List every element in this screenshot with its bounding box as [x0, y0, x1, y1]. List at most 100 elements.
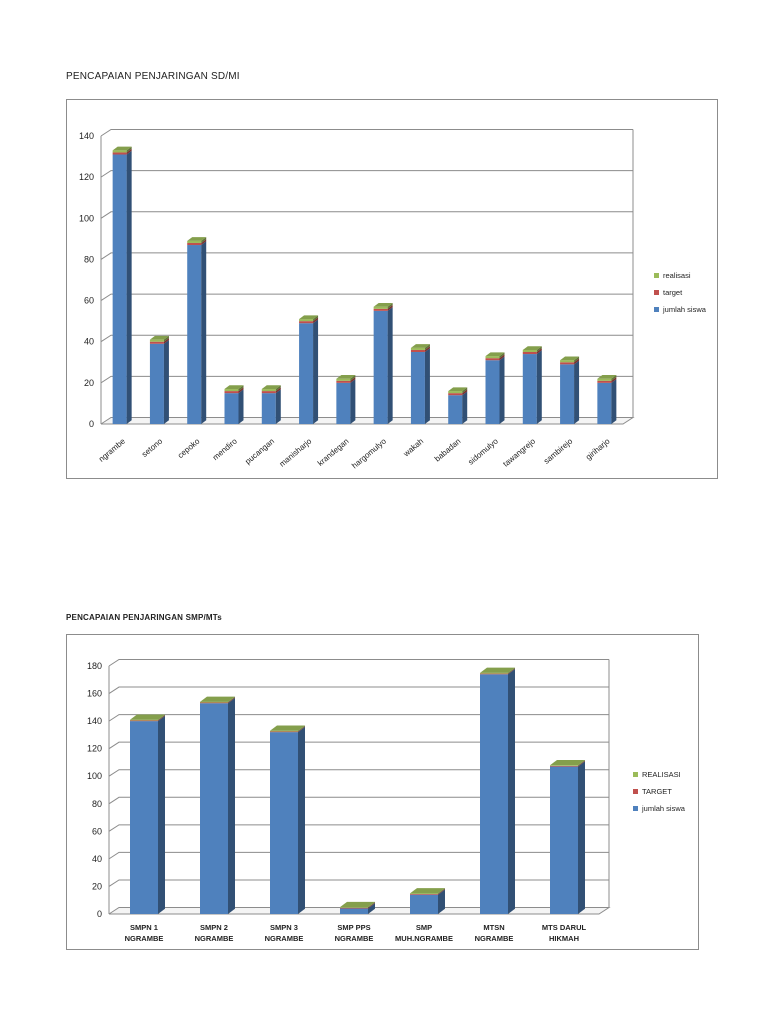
gridline — [108, 714, 609, 722]
bar-1-front — [522, 352, 537, 355]
gridline — [100, 375, 633, 384]
bar-2-front — [550, 765, 578, 766]
bar-1-side — [201, 239, 207, 246]
bar-0-side — [536, 350, 542, 424]
legend-label: REALISASI — [642, 770, 681, 779]
legend-label: jumlah siswa — [662, 305, 707, 314]
bar-0-front — [340, 908, 368, 914]
bar-0-side — [462, 391, 468, 424]
bar-1-front — [373, 308, 388, 311]
bar-2-front — [299, 319, 314, 322]
x-tick-label: NGRAMBE — [195, 934, 234, 943]
bar-1-front — [480, 673, 508, 675]
bar-2-side — [574, 356, 580, 363]
bar-1-front — [485, 358, 500, 361]
y-tick-label: 80 — [84, 254, 94, 264]
bar-2-side — [438, 888, 445, 895]
bar-1-side — [275, 387, 281, 394]
gridline — [100, 334, 633, 343]
y-tick-label: 40 — [84, 337, 94, 347]
y-tick-label: 160 — [87, 689, 102, 699]
bar-2-side — [536, 346, 542, 352]
x-tick-label: manisharjo — [278, 436, 314, 468]
bar-1-side — [238, 387, 244, 394]
bar-2-front — [270, 730, 298, 732]
bar-top — [200, 696, 235, 702]
legend-swatch — [633, 806, 638, 811]
bar-top — [410, 888, 445, 894]
bar-1-side — [368, 902, 375, 909]
bar-0-front — [410, 352, 425, 424]
bar-2-side — [275, 385, 281, 392]
bar-1-front — [597, 380, 612, 383]
gridline — [100, 211, 633, 219]
gridline — [108, 686, 609, 694]
bar-0-side — [438, 889, 445, 914]
bar-1-side — [387, 305, 393, 311]
bar-2-front — [130, 719, 158, 721]
x-tick-label: HIKMAH — [549, 934, 579, 943]
bar-0-side — [499, 356, 505, 424]
bar-1-side — [536, 348, 542, 355]
x-tick-label: MTSN — [483, 923, 504, 932]
legend-swatch — [633, 789, 638, 794]
chart-smp: 0 20 40 60 80 100 120 140 160 180 SMPN 1 NGRAMBE SMP… — [66, 634, 699, 950]
legend-label: target — [663, 288, 683, 297]
bar-1-side — [350, 377, 356, 383]
bar-2-side — [424, 344, 430, 350]
chart-smp-svg: 0 20 40 60 80 100 120 140 160 180 SMPN 1 NGRAMBE SMP… — [87, 659, 686, 943]
gridline — [108, 741, 609, 750]
x-tick-label: SMP PPS — [337, 923, 370, 932]
x-tick-label: SMP — [416, 923, 432, 932]
bar-2-front — [224, 389, 239, 392]
y-tick-label: 20 — [92, 881, 102, 891]
x-tick-label: SMPN 2 — [200, 923, 228, 932]
bar-0-front — [560, 364, 575, 424]
bar-1-side — [508, 668, 515, 675]
bar-0-front — [597, 382, 612, 424]
bar-0-front — [112, 154, 127, 424]
legend-label: TARGET — [642, 787, 672, 796]
y-tick-label: 140 — [87, 716, 102, 726]
bar-1-front — [261, 391, 276, 394]
bar-2-side — [298, 725, 305, 732]
x-tick-label: tawangrejo — [501, 436, 537, 468]
bar-0-front — [200, 703, 228, 914]
bar-top — [485, 352, 505, 357]
y-tick-label: 0 — [89, 419, 94, 429]
bar-top — [597, 374, 617, 379]
bar-1-front — [130, 720, 158, 722]
page-title-smp: PENCAPAIAN PENJARINGAN SMP/MTs — [66, 613, 222, 622]
bar-1-front — [560, 362, 575, 365]
bar-2-front — [336, 378, 351, 381]
bar-2-front — [261, 389, 276, 392]
y-tick-label: 0 — [97, 909, 102, 919]
bar-0-side — [201, 241, 207, 424]
gridline — [108, 879, 609, 887]
gridline — [108, 796, 609, 805]
y-tick-label: 120 — [79, 172, 94, 182]
legend-swatch — [654, 307, 659, 312]
bar-2-side — [126, 146, 132, 153]
bar-1-side — [438, 888, 445, 895]
x-tick-label: babadan — [433, 437, 463, 464]
bar-2-side — [387, 302, 393, 309]
bar-2-front — [340, 907, 368, 908]
bar-2-side — [462, 387, 468, 394]
bar-0-side — [313, 319, 319, 424]
bar-1-side — [574, 358, 580, 365]
x-tick-label: NGRAMBE — [335, 934, 374, 943]
bar-2-front — [480, 672, 508, 674]
gridline — [100, 129, 633, 137]
x-tick-label: mendiro — [211, 436, 239, 462]
x-tick-label: hargomulyo — [350, 436, 388, 470]
y-tick-label: 180 — [87, 661, 102, 671]
bar-1-side — [499, 354, 505, 361]
x-tick-label: MTS DARUL — [542, 923, 587, 932]
bar-1-side — [163, 337, 169, 344]
bar-0-side — [578, 761, 585, 914]
bar-top — [270, 725, 305, 731]
y-tick-label: 100 — [79, 213, 94, 223]
bar-2-side — [368, 901, 375, 908]
bar-0-front — [299, 323, 314, 424]
